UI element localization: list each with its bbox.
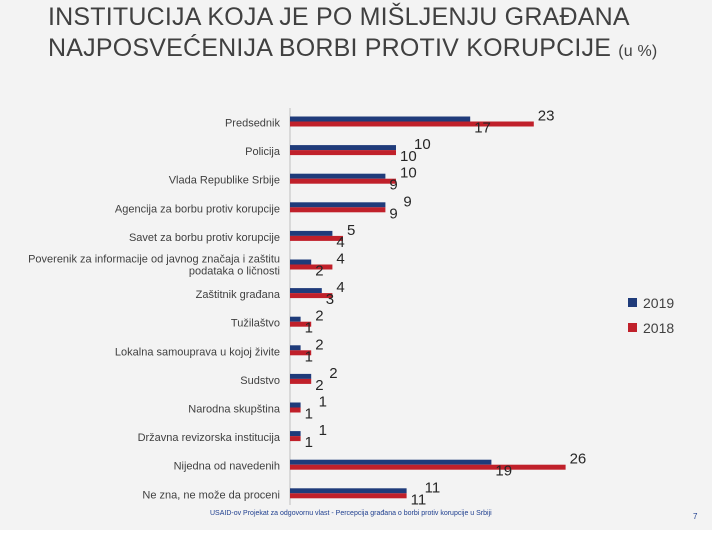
data-label-2018: 26 (570, 451, 587, 468)
data-label-2019: 9 (389, 205, 397, 222)
data-label-2018: 10 (414, 136, 431, 153)
bar-2019 (290, 145, 396, 151)
category-label: Vlada Republike Srbije (169, 175, 280, 187)
category-label: Agencija za borbu protiv korupcije (115, 203, 280, 215)
bar-2019 (290, 373, 312, 379)
slide-background (0, 0, 712, 530)
data-label-2018: 2 (315, 336, 323, 353)
data-label-2019: 17 (474, 120, 491, 137)
bar-2018 (290, 293, 333, 299)
data-label-2019: 9 (389, 177, 397, 194)
bar-2018 (290, 321, 312, 327)
legend-swatch-2019 (628, 298, 637, 307)
data-label-2019: 10 (400, 148, 417, 165)
legend-swatch-2018 (628, 323, 637, 332)
bar-2019 (290, 459, 492, 465)
category-label: Tužilaštvo (231, 318, 280, 330)
bar-2019 (290, 202, 386, 208)
bar-2018 (290, 436, 301, 442)
data-label-2019: 4 (336, 234, 344, 251)
data-label-2019: 11 (411, 491, 427, 508)
bar-2018 (290, 264, 333, 270)
bar-2019 (290, 288, 322, 294)
bar-2018 (290, 464, 566, 470)
category-label: Sudstvo (240, 375, 280, 387)
bar-2018 (290, 207, 386, 213)
data-label-2018: 23 (538, 108, 555, 125)
data-label-2019: 2 (315, 377, 323, 394)
category-label: Lokalna samouprava u kojoj živite (115, 346, 280, 358)
legend-item-2018: 2018 (628, 315, 674, 340)
data-label-2019: 1 (305, 320, 313, 337)
category-label: Ne zna, ne može da proceni (142, 489, 280, 501)
category-label: Savet za borbu protiv korupcije (129, 232, 280, 244)
bar-2018 (290, 235, 343, 241)
bar-2018 (290, 407, 301, 413)
footer-source: USAID-ov Projekat za odgovornu vlast - P… (210, 510, 492, 517)
category-label: Nijedna od navedenih (174, 461, 280, 473)
bar-2019 (290, 488, 407, 494)
data-label-2019: 2 (315, 263, 323, 280)
title-main: INSTITUCIJA KOJA JE PO MIŠLJENJU GRAĐANA… (48, 3, 629, 62)
bar-2019 (290, 431, 301, 437)
page-number: 7 (693, 512, 698, 521)
data-label-2018: 9 (403, 193, 411, 210)
data-label-2018: 5 (347, 222, 355, 239)
data-label-2018: 2 (315, 308, 323, 325)
data-label-2019: 1 (305, 434, 313, 451)
category-label: Narodna skupština (188, 404, 281, 416)
data-label-2018: 1 (319, 394, 327, 411)
data-label-2018: 4 (336, 251, 344, 268)
bar-2019 (290, 345, 301, 351)
data-label-2018: 11 (425, 479, 441, 496)
data-label-2018: 4 (336, 279, 344, 296)
data-label-2018: 10 (400, 165, 417, 182)
bar-2019 (290, 259, 312, 265)
bar-2018 (290, 178, 396, 184)
chart-legend: 2019 2018 (628, 290, 674, 340)
bar-2019 (290, 316, 301, 322)
bar-2018 (290, 493, 407, 499)
legend-item-2019: 2019 (628, 290, 674, 315)
slide-title: INSTITUCIJA KOJA JE PO MIŠLJENJU GRAĐANA… (48, 2, 688, 67)
bar-2019 (290, 230, 333, 236)
data-label-2018: 2 (329, 365, 337, 382)
bar-2019 (290, 173, 386, 179)
bar-2019 (290, 116, 471, 122)
bar-2018 (290, 350, 312, 356)
category-label: Policija (245, 146, 281, 158)
category-label: Predsednik (225, 118, 281, 130)
category-label: podataka o ličnosti (189, 266, 280, 278)
legend-label-2019: 2019 (643, 294, 675, 311)
bar-2018 (290, 121, 534, 127)
data-label-2019: 1 (305, 348, 313, 365)
bar-2018 (290, 150, 396, 156)
legend-label-2018: 2018 (643, 319, 675, 336)
data-label-2019: 3 (326, 291, 334, 308)
data-label-2019: 1 (305, 406, 313, 423)
title-unit: (u %) (618, 43, 658, 60)
bar-2018 (290, 378, 312, 384)
category-label: Državna revizorska institucija (138, 432, 281, 444)
bar-2019 (290, 402, 301, 408)
data-label-2019: 19 (495, 463, 512, 480)
category-label: Zaštitnik građana (196, 289, 281, 301)
data-label-2018: 1 (319, 422, 327, 439)
category-label: Poverenik za informacije od javnog znača… (28, 254, 280, 266)
